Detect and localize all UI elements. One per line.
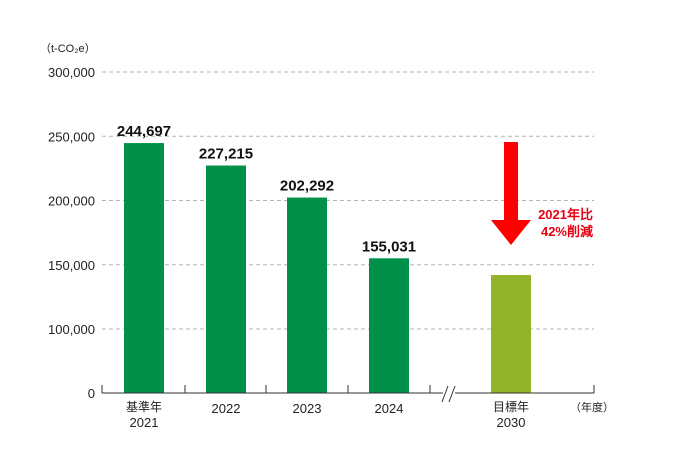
bar-2024 [369, 258, 409, 393]
value-label-2021: 244,697 [117, 123, 171, 140]
y-tick-label: 100,000 [48, 322, 95, 337]
value-label-2024: 155,031 [362, 238, 416, 255]
category-label: 2024 [375, 401, 404, 416]
reduction-annotation: 2021年比 42%削減 [491, 142, 593, 245]
y-tick-label: 250,000 [48, 129, 95, 144]
category-sublabel: 目標年 [493, 400, 529, 414]
category-label: 2030 [497, 415, 526, 430]
annotation-line: 42%削減 [541, 224, 593, 239]
y-tick-label: 300,000 [48, 65, 95, 80]
y-tick-label: 150,000 [48, 258, 95, 273]
bar-2021 [124, 143, 164, 393]
bar-2022 [206, 165, 246, 393]
category-label: 2022 [212, 401, 241, 416]
arrow-shaft [504, 142, 518, 220]
y-axis-ticks: 0 100,000 150,000 200,000 250,000 300,000 [48, 65, 95, 401]
x-axis [101, 385, 595, 403]
value-label-2023: 202,292 [280, 178, 334, 195]
bar-2023 [287, 197, 327, 393]
y-tick-label: 200,000 [48, 194, 95, 209]
bars [124, 143, 531, 393]
category-label: 2021 [130, 415, 159, 430]
arrow-head [491, 220, 531, 245]
y-axis-unit: （t-CO₂e） [40, 42, 96, 55]
category-sublabel: 基準年 [126, 399, 162, 414]
category-label: 2023 [293, 401, 322, 416]
x-axis-unit: （年度） [570, 400, 614, 414]
axis-break-mark [441, 385, 456, 403]
bar-2030 [491, 275, 531, 393]
value-labels: 244,697 227,215 202,292 155,031 [117, 123, 416, 255]
y-tick-label: 0 [88, 386, 95, 401]
annotation-line: 2021年比 [538, 207, 593, 222]
value-label-2022: 227,215 [199, 146, 253, 163]
axis-break-gap [443, 389, 455, 397]
grid-lines [102, 71, 594, 330]
